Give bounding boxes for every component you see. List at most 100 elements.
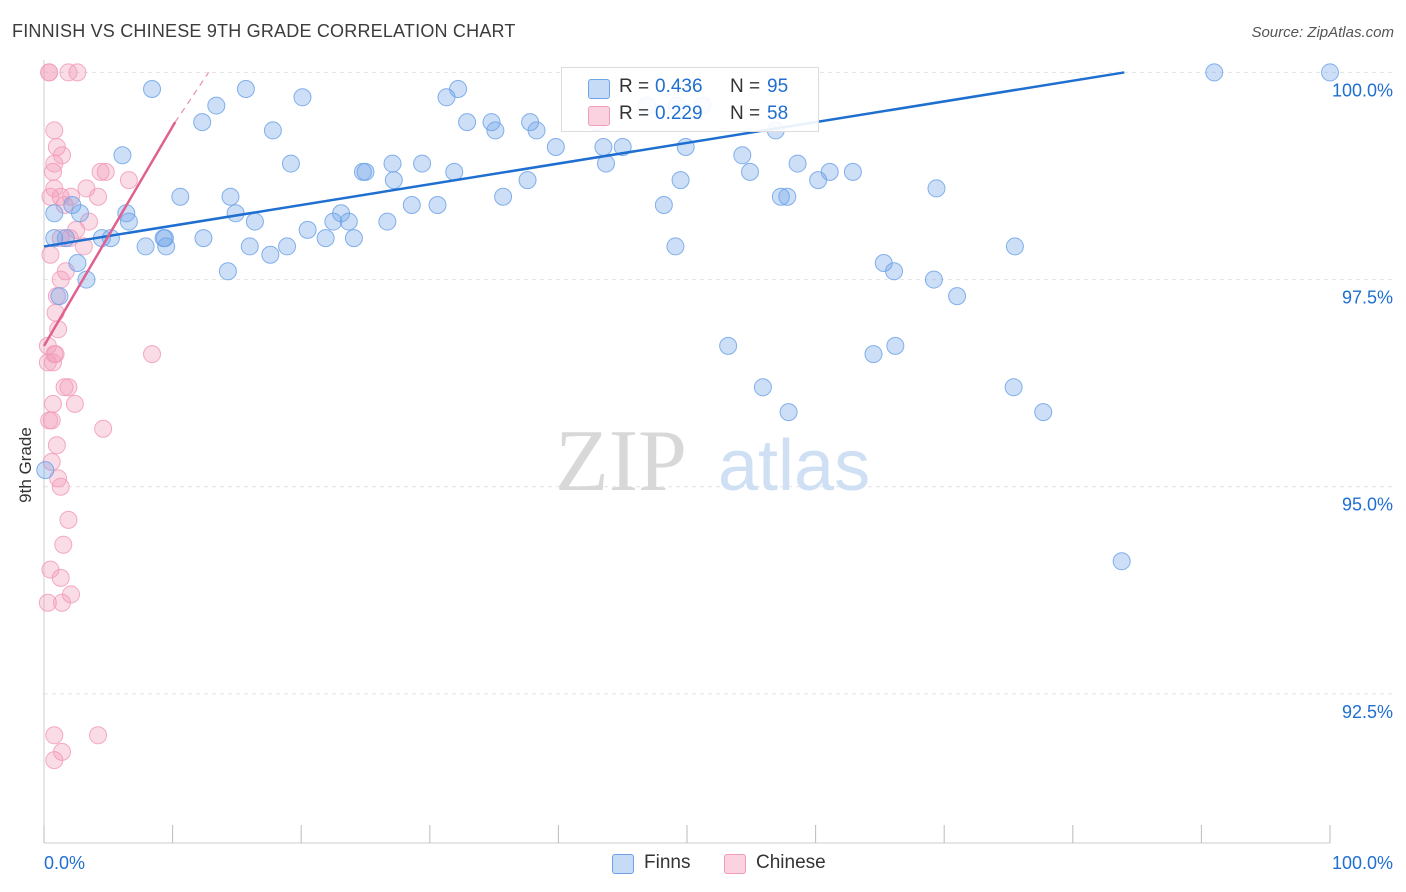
finns-point (384, 171, 403, 190)
finns-point (298, 220, 317, 239)
y-tick-label: 92.5% (1342, 702, 1393, 722)
chinese-trendline (42, 121, 177, 347)
finns-point (143, 80, 162, 98)
finns-point (119, 212, 138, 231)
finns-point (1321, 63, 1339, 82)
chinese-point (46, 303, 65, 322)
chinese-r-label: R = (619, 103, 650, 124)
finns-point (221, 187, 240, 206)
finns-point (236, 80, 255, 98)
finns-point (458, 113, 477, 132)
finns-point (261, 245, 280, 264)
watermark-zip: ZIP (555, 413, 687, 510)
chinese-point (51, 477, 70, 496)
trendlines (42, 71, 1125, 347)
chinese-point (38, 353, 57, 372)
finns-point (1112, 552, 1131, 571)
chinese-points (38, 63, 162, 770)
finns-point (778, 187, 797, 206)
chinese-point (53, 593, 72, 612)
y-tick-label: 95.0% (1342, 495, 1393, 515)
finns-point (886, 336, 905, 355)
chinese-point (74, 237, 93, 256)
finns-point (113, 146, 132, 165)
bottom-chinese-swatch (724, 854, 746, 874)
chinese-point (44, 162, 63, 181)
finns-point (843, 162, 862, 181)
finns-point (771, 187, 790, 206)
finns-point (482, 113, 501, 132)
finns-point (68, 254, 87, 272)
finns-point (594, 138, 613, 156)
finns-point (378, 212, 397, 231)
finns-point (733, 146, 752, 165)
chinese-point (143, 345, 162, 364)
finns-r-label: R = (619, 76, 650, 97)
finns-point (344, 229, 363, 248)
chinese-point (68, 63, 87, 82)
finns-point (353, 162, 372, 181)
finns-point (864, 345, 883, 364)
chinese-point (59, 510, 78, 529)
finns-point (263, 121, 282, 140)
finns-point (788, 154, 807, 173)
finns-point (278, 237, 297, 256)
finns-point (820, 162, 839, 181)
finns-point (666, 237, 685, 256)
chinese-point (55, 378, 74, 397)
finns-point (753, 378, 772, 397)
finns-point (171, 187, 190, 206)
bottom-finns-swatch (612, 854, 634, 874)
finns-point (1205, 63, 1224, 82)
chinese-point (44, 394, 63, 413)
x-tick-label-max: 100.0% (1332, 853, 1393, 873)
finns-point (924, 270, 943, 289)
watermark-atlas: atlas (718, 426, 870, 506)
finns-point (518, 171, 537, 190)
chart-title: FINNISH VS CHINESE 9TH GRADE CORRELATION… (12, 21, 516, 41)
chinese-trendline-extension (174, 72, 210, 123)
chinese-point (40, 63, 59, 82)
chinese-point (54, 535, 73, 554)
finns-point (136, 237, 155, 256)
chinese-point (51, 568, 70, 587)
finns-point (671, 171, 690, 190)
finns-point (402, 196, 421, 214)
finns-point (1005, 237, 1024, 256)
finns-point (719, 336, 738, 355)
chinese-point (44, 353, 63, 372)
chinese-n-label: N = (730, 103, 761, 124)
finns-point (445, 162, 464, 181)
finns-r-value: 0.436 (655, 76, 703, 97)
chinese-point (89, 726, 108, 745)
chinese-point (51, 270, 70, 289)
finns-point (240, 237, 259, 256)
watermark: ZIP atlas (555, 413, 870, 510)
finns-point (874, 254, 893, 272)
y-axis-label: 9th Grade (16, 427, 35, 503)
chinese-r-value: 0.229 (655, 103, 703, 124)
finns-n-label: N = (730, 76, 761, 97)
finns-point (63, 196, 82, 214)
finns-point (194, 229, 213, 248)
finns-point (226, 204, 245, 223)
finns-point (779, 403, 798, 422)
grid-lines (44, 71, 1392, 695)
finns-n-value: 95 (767, 76, 789, 97)
finns-point (613, 138, 632, 156)
finns-point (207, 96, 226, 115)
chinese-point (45, 726, 64, 745)
correlation-legend: R = 0.436 N = 95 R = 0.229 N = 58 (561, 67, 819, 132)
chinese-point (42, 411, 61, 430)
source-credit: Source: ZipAtlas.com (1251, 24, 1394, 41)
finns-point (1004, 378, 1023, 397)
chinese-n-value: 58 (767, 103, 789, 124)
finns-point (927, 179, 946, 198)
finns-point (45, 204, 64, 223)
finns-points (36, 63, 1339, 571)
finns-point (546, 138, 565, 156)
chinese-point (94, 419, 113, 438)
y-tick-label: 100.0% (1332, 80, 1393, 100)
finns-point (948, 287, 967, 306)
